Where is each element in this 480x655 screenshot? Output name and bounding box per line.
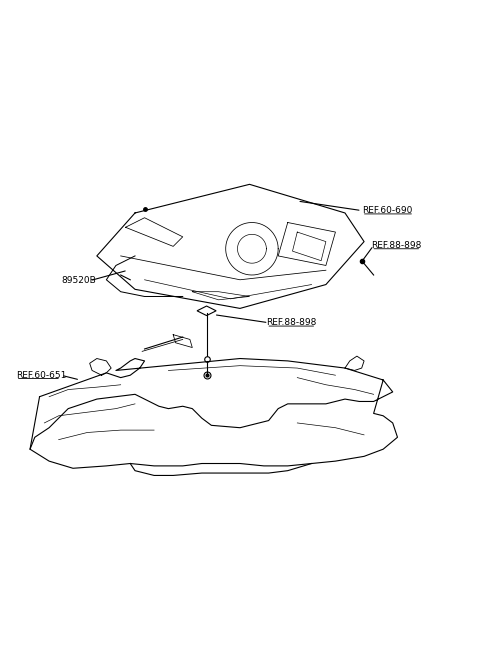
Text: 89520B: 89520B bbox=[61, 276, 96, 285]
Text: REF.60-690: REF.60-690 bbox=[362, 206, 412, 215]
Text: REF.60-651: REF.60-651 bbox=[16, 371, 66, 380]
Text: REF.88-898: REF.88-898 bbox=[266, 318, 317, 328]
Text: REF.88-898: REF.88-898 bbox=[371, 241, 421, 250]
